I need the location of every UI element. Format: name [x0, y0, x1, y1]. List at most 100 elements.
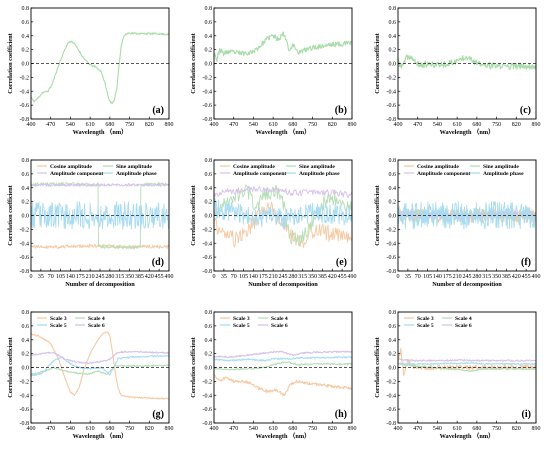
x-tick-label: 420	[145, 274, 154, 280]
y-tick-label: -0.8	[387, 269, 397, 275]
x-tick-label: 400	[210, 122, 219, 128]
chart-panel-c: -0.8 -0.6 -0.4 -0.2 0.0 0.2 0.4 0.6 0.8 400 470 540…	[374, 6, 541, 136]
x-tick-label: 750	[125, 122, 134, 128]
x-tick-label: 35	[38, 274, 44, 280]
y-tick-label: 0.6	[389, 20, 397, 26]
x-tick-label: 540	[249, 122, 258, 128]
legend-entry: Scale 5	[417, 323, 434, 329]
series-line-1	[398, 54, 536, 70]
panel-label: (f)	[521, 257, 531, 268]
y-tick-label: -0.2	[387, 379, 397, 385]
x-tick-label: 385	[318, 274, 327, 280]
legend-entry: Amplitude component	[50, 171, 103, 177]
y-tick-label: -0.8	[20, 117, 30, 123]
legend-entry: Sine amplitude	[116, 164, 152, 170]
y-tick-label: 0.0	[205, 62, 213, 68]
y-tick-label: -0.2	[203, 227, 213, 233]
y-tick-label: 0.6	[22, 324, 30, 330]
y-tick-label: -0.6	[20, 255, 30, 261]
panel-label: (d)	[152, 257, 164, 268]
x-tick-label: 890	[165, 426, 174, 432]
x-tick-label: 610	[269, 122, 278, 128]
x-tick-label: 610	[86, 122, 95, 128]
y-tick-label: 0.0	[389, 366, 397, 372]
series-group	[31, 32, 169, 104]
y-tick-label: -0.6	[203, 103, 213, 109]
x-tick-label: 280	[105, 274, 114, 280]
legend-entry: Scale 6	[271, 323, 288, 329]
x-tick-label: 400	[27, 122, 36, 128]
x-tick-label: 455	[522, 274, 531, 280]
x-tick-label: 890	[348, 426, 357, 432]
series-group	[398, 54, 536, 70]
y-tick-label: 0.4	[22, 186, 30, 192]
y-tick-label: 0.6	[205, 172, 213, 178]
y-tick-label: -0.8	[20, 421, 30, 427]
legend-entry: Cosine amplitude	[417, 164, 459, 170]
x-tick-label: 400	[394, 122, 403, 128]
series-line-2	[214, 361, 352, 371]
y-tick-label: -0.8	[387, 117, 397, 123]
y-tick-label: 0.8	[205, 310, 213, 316]
x-tick-label: 890	[532, 122, 541, 128]
y-tick-label: 0.8	[22, 310, 30, 316]
x-axis-label: Wavelength （nm）	[440, 432, 495, 440]
legend: Cosine amplitude Sine amplitudeAmplitude …	[37, 164, 157, 177]
y-tick-label: -0.4	[203, 241, 213, 247]
panel-label: (g)	[152, 409, 164, 420]
x-tick-label: 245	[96, 274, 105, 280]
x-tick-label: 750	[492, 122, 501, 128]
y-tick-label: 0.4	[389, 338, 397, 344]
legend-entry: Scale 5	[50, 323, 67, 329]
chart-panel-g: -0.8 -0.6 -0.4 -0.2 0.0 0.2 0.4 0.6 0.8 400 470 540…	[7, 310, 174, 440]
x-tick-label: 470	[229, 426, 238, 432]
legend-entry: Scale 5	[233, 323, 250, 329]
x-tick-label: 70	[415, 274, 421, 280]
legend: Scale 3 Scale 4 Scale 5 Scale 6	[404, 316, 472, 329]
x-tick-label: 680	[288, 426, 297, 432]
x-tick-label: 140	[249, 274, 258, 280]
x-tick-label: 350	[308, 274, 317, 280]
x-tick-label: 210	[453, 274, 462, 280]
y-axis-label: Correlation coefficient	[7, 336, 14, 397]
y-axis-label: Correlation coefficient	[190, 184, 197, 245]
series-line-3	[214, 185, 352, 198]
legend-entry: Amplitude phase	[116, 171, 157, 177]
x-tick-label: 820	[145, 122, 154, 128]
x-axis-label: Wavelength （nm）	[73, 432, 128, 440]
y-tick-label: 0.6	[389, 172, 397, 178]
x-tick-label: 680	[472, 426, 481, 432]
series-line-3	[214, 356, 352, 362]
series-group	[398, 348, 536, 376]
legend-entry: Scale 6	[455, 323, 472, 329]
x-tick-label: 890	[348, 122, 357, 128]
x-tick-label: 610	[453, 122, 462, 128]
y-tick-label: -0.2	[387, 227, 397, 233]
y-tick-label: 0.2	[22, 48, 30, 54]
x-tick-label: 470	[46, 426, 55, 432]
y-tick-label: -0.2	[20, 75, 30, 81]
x-tick-label: 820	[328, 122, 337, 128]
x-tick-label: 750	[492, 426, 501, 432]
x-axis-label: Number of decomposition	[432, 281, 502, 288]
x-tick-label: 490	[348, 274, 357, 280]
legend-entry: Amplitude component	[417, 171, 470, 177]
series-line-1	[214, 373, 352, 397]
x-tick-label: 470	[229, 122, 238, 128]
panel-label: (e)	[336, 257, 347, 268]
x-axis-label: Wavelength （nm）	[256, 128, 311, 136]
y-tick-label: 0.0	[205, 366, 213, 372]
y-tick-label: 0.2	[22, 200, 30, 206]
y-tick-label: 0.4	[205, 186, 213, 192]
x-tick-label: 35	[221, 274, 227, 280]
y-tick-label: 0.6	[389, 324, 397, 330]
x-tick-label: 490	[165, 274, 174, 280]
x-tick-label: 610	[86, 426, 95, 432]
y-tick-label: -0.4	[387, 89, 397, 95]
y-tick-label: -0.6	[387, 407, 397, 413]
x-tick-label: 350	[125, 274, 134, 280]
legend-entry: Scale 6	[88, 323, 105, 329]
x-tick-label: 540	[249, 426, 258, 432]
y-tick-label: 0.2	[22, 352, 30, 358]
